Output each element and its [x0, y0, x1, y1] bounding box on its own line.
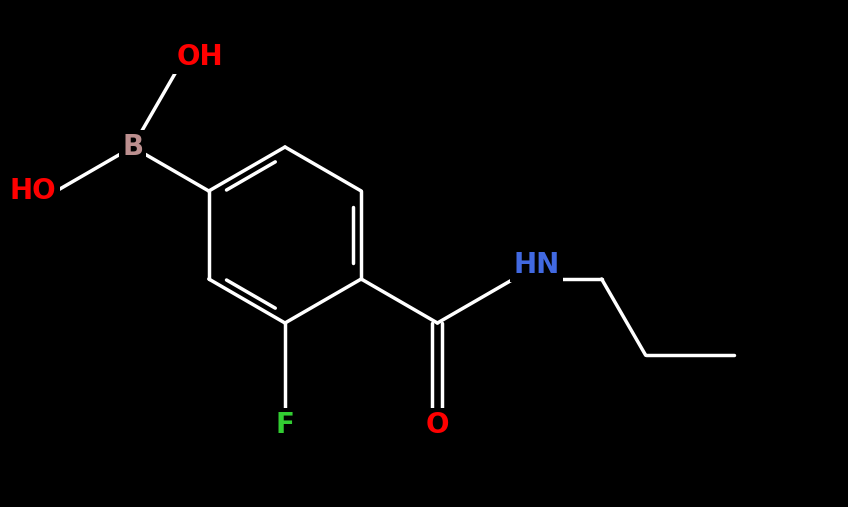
Text: OH: OH [176, 43, 223, 71]
Text: F: F [276, 411, 294, 439]
Text: HN: HN [514, 251, 560, 279]
Text: HO: HO [9, 177, 56, 205]
Text: B: B [122, 133, 143, 161]
Text: O: O [426, 411, 449, 439]
